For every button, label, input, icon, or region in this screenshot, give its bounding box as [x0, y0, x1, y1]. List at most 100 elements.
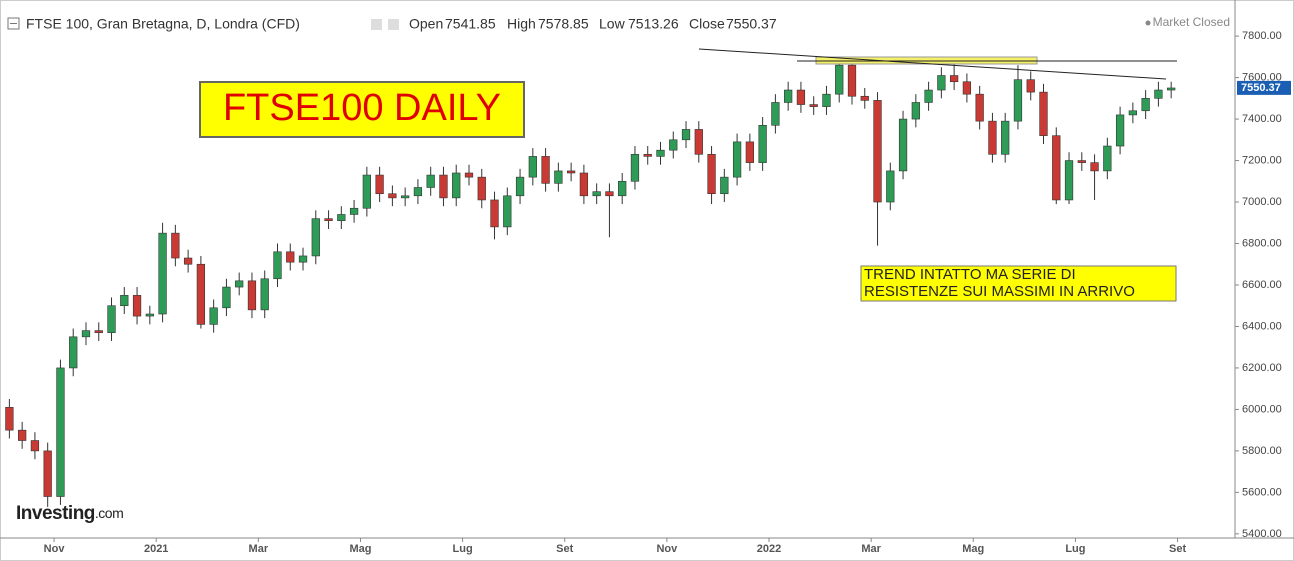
candle-body: [873, 100, 882, 203]
low-label: Low: [599, 16, 626, 32]
candle-body: [158, 232, 167, 315]
x-tick-label: Set: [556, 543, 573, 555]
candle-body: [707, 154, 716, 195]
candle-body: [43, 450, 52, 497]
x-tick-label: 2022: [757, 543, 781, 555]
candle-body: [171, 232, 180, 259]
candle-body: [464, 172, 474, 178]
candle-body: [413, 187, 423, 197]
high-label: High: [507, 16, 536, 32]
annotation-box: [199, 81, 525, 138]
plot-area: [5, 56, 1176, 507]
candle-body: [247, 280, 257, 311]
candle-body: [1103, 145, 1112, 172]
candle-body: [94, 330, 103, 333]
candle-body: [758, 124, 767, 163]
candle-body: [605, 191, 614, 197]
candle-body: [145, 313, 154, 317]
candle-body: [962, 81, 972, 95]
annotation-note: RESISTENZE SUI MASSIMI IN ARRIVO: [864, 283, 1135, 300]
candle-body: [209, 307, 218, 325]
high-value: 7578.85: [538, 16, 589, 32]
y-tick-label: 6000.00: [1242, 403, 1282, 415]
candle-body: [809, 104, 818, 107]
x-tick-label: Set: [1169, 543, 1186, 555]
candle-body: [630, 154, 640, 182]
candle-body: [273, 251, 282, 280]
candle-body: [554, 170, 563, 184]
trendline: [698, 48, 1167, 80]
candle-body: [222, 286, 231, 309]
candle-body: [388, 193, 397, 199]
candle-body: [1115, 114, 1125, 147]
candle-body: [822, 93, 831, 107]
y-tick-label: 5600.00: [1242, 486, 1282, 498]
logo: Investing.com: [16, 503, 123, 524]
candle-body: [975, 93, 984, 122]
logo-main: Investing: [16, 503, 95, 524]
x-tick-label: Mag: [962, 543, 984, 555]
candle-body: [503, 195, 512, 228]
candle-body: [18, 429, 27, 441]
y-tick-label: 7000.00: [1242, 196, 1282, 208]
candle-body: [988, 120, 997, 155]
candle-body: [337, 214, 346, 221]
low-value: 7513.26: [628, 16, 679, 32]
open-label: Open: [409, 16, 443, 32]
logo-suffix: .com: [95, 505, 123, 521]
collapse-icon[interactable]: [7, 17, 20, 30]
candle-body: [401, 195, 410, 199]
candle-body: [528, 156, 537, 178]
candle-body: [1026, 79, 1035, 93]
status-dot: [1145, 20, 1151, 26]
candle-body: [452, 172, 461, 199]
close-value: 7550.37: [726, 16, 777, 32]
candle-body: [669, 139, 678, 151]
candle-body: [81, 330, 91, 338]
price-marker: [1237, 80, 1291, 95]
candle-body: [566, 170, 576, 174]
candle-body: [1064, 160, 1074, 201]
candle-body: [681, 129, 691, 141]
price-marker-label: 7550.37: [1241, 82, 1281, 94]
candle-body: [477, 176, 486, 201]
candle-body: [1128, 110, 1137, 116]
candle-body: [196, 263, 206, 325]
x-tick-label: Mag: [349, 543, 371, 555]
candle-body: [132, 295, 142, 317]
candle-body: [732, 141, 742, 178]
x-tick-label: 2021: [144, 543, 168, 555]
x-tick-label: Mar: [249, 543, 269, 555]
y-tick-label: 5400.00: [1242, 528, 1282, 540]
candle-body: [643, 154, 652, 157]
candle-body: [235, 280, 244, 288]
candle-body: [1090, 162, 1099, 172]
candle-body: [949, 75, 959, 83]
candle-body: [1167, 87, 1176, 91]
candle-body: [120, 295, 129, 307]
y-tick-label: 7600.00: [1242, 71, 1282, 83]
annotation-note: TREND INTATTO MA SERIE DI: [864, 266, 1076, 283]
candle-body: [911, 102, 920, 120]
candle-body: [1001, 120, 1010, 155]
candle-body: [924, 89, 933, 103]
candle-body: [349, 207, 359, 215]
candle-body: [784, 89, 793, 103]
y-tick-label: 6800.00: [1242, 237, 1282, 249]
settings-icon[interactable]: [388, 19, 399, 30]
candle-body: [1077, 160, 1086, 163]
candle-body: [362, 174, 371, 209]
candle-body: [375, 174, 384, 195]
settings-icon[interactable]: [371, 19, 382, 30]
y-tick-label: 7800.00: [1242, 30, 1282, 42]
candle-body: [1154, 89, 1163, 99]
open-value: 7541.85: [445, 16, 496, 32]
candle-body: [260, 278, 269, 311]
candle-body: [541, 156, 550, 184]
candle-body: [860, 95, 869, 101]
chart-title: FTSE 100, Gran Bretagna, D, Londra (CFD): [26, 16, 300, 32]
candle-body: [426, 174, 435, 188]
candle-body: [311, 218, 320, 257]
candle-body: [592, 191, 601, 197]
